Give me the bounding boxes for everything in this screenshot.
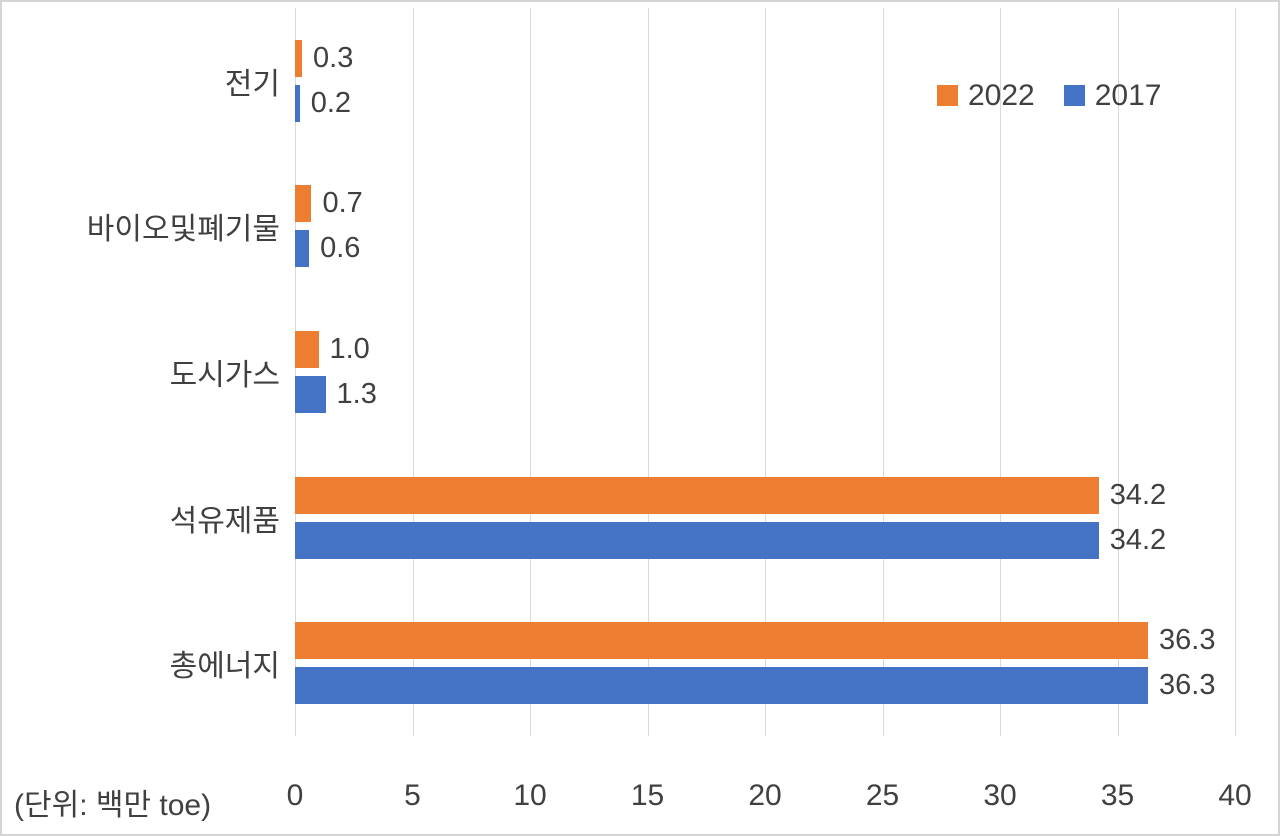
- bar-2022: [295, 185, 312, 223]
- gridline-25: [882, 8, 884, 736]
- category-row-3: 1.0 1.3: [295, 299, 1235, 445]
- gridline-15: [647, 8, 649, 736]
- x-tick-label-15: 15: [630, 779, 665, 812]
- gridlines: [295, 8, 1236, 736]
- category-label-1: 전기: [224, 67, 280, 101]
- bar-2017: [295, 84, 300, 122]
- value-label: 1.3: [336, 377, 377, 410]
- bar-line: 34.2: [295, 521, 1235, 559]
- legend-label-2017: 2017: [1094, 79, 1162, 112]
- bar-line: 34.2: [295, 476, 1235, 514]
- bar-line: 36.3: [295, 622, 1235, 660]
- bar-line: 0.7: [295, 185, 1235, 223]
- value-label: 0.2: [310, 86, 352, 119]
- legend-swatch-2017: [1063, 85, 1085, 106]
- value-label: 34.2: [1109, 478, 1167, 511]
- value-label: 36.3: [1159, 669, 1216, 702]
- bar-2022: [295, 476, 1099, 514]
- bar-2017: [295, 375, 326, 413]
- x-tick-label-5: 5: [404, 779, 421, 812]
- category-label-4: 석유제품: [169, 504, 280, 538]
- bar-2022: [295, 622, 1149, 660]
- legend-swatch-2022: [937, 85, 958, 106]
- value-label: 0.7: [322, 187, 363, 220]
- value-label: 0.3: [313, 41, 354, 74]
- bar-rows: 0.3 0.2 0.7 0.6 1.0 1.3 34.2 34.2 36.3 36.3: [295, 8, 1235, 736]
- x-tick-label-10: 10: [513, 779, 547, 812]
- bar-line: 0.2: [295, 84, 1235, 122]
- category-row-4: 34.2 34.2: [295, 445, 1235, 591]
- unit-label: (단위: 백만 toe): [14, 789, 212, 822]
- legend: 2022 2017: [937, 79, 1162, 112]
- bar-2017: [295, 667, 1149, 705]
- x-tick-label-25: 25: [865, 779, 900, 812]
- bar-line: 0.6: [295, 230, 1235, 268]
- category-label-5: 총에너지: [169, 650, 280, 684]
- category-row-1: 0.3 0.2: [295, 8, 1235, 154]
- gridline-40: [1235, 8, 1236, 736]
- bar-line: 1.0: [295, 330, 1235, 368]
- plot-area: 0.3 0.2 0.7 0.6 1.0 1.3 34.2 34.2 36.3 36.3 2022 2…: [295, 8, 1236, 736]
- bar-line: 36.3: [295, 667, 1235, 705]
- gridline-10: [530, 8, 531, 736]
- category-label-2: 바이오및폐기물: [86, 213, 280, 247]
- bar-2017: [295, 521, 1099, 559]
- value-label: 0.6: [320, 232, 361, 265]
- legend-label-2022: 2022: [968, 79, 1035, 112]
- legend-item-2017: 2017: [1063, 79, 1162, 112]
- x-tick-label-0: 0: [286, 779, 304, 812]
- bar-line: 0.3: [295, 39, 1235, 77]
- category-label-3: 도시가스: [169, 358, 280, 392]
- value-label: 36.3: [1159, 624, 1216, 657]
- x-tick-label-20: 20: [748, 779, 782, 812]
- legend-item-2022: 2022: [937, 79, 1035, 112]
- x-tick-label-35: 35: [1100, 779, 1135, 812]
- category-row-5: 36.3 36.3: [295, 590, 1235, 736]
- x-tick-label-30: 30: [983, 779, 1017, 812]
- gridline-20: [765, 8, 766, 736]
- gridline-0: [295, 8, 296, 736]
- gridline-30: [1000, 8, 1001, 736]
- x-tick-label-40: 40: [1218, 779, 1252, 812]
- value-label: 34.2: [1109, 523, 1167, 556]
- bar-2022: [295, 330, 319, 368]
- category-row-2: 0.7 0.6: [295, 154, 1235, 300]
- bar-2022: [295, 39, 303, 77]
- gridline-35: [1117, 8, 1119, 736]
- bar-line: 1.3: [295, 375, 1235, 413]
- bar-2017: [295, 230, 310, 268]
- x-axis: 0 5 10 15 20 25 30 35 40: [287, 778, 1252, 820]
- gridline-5: [412, 8, 414, 736]
- value-label: 1.0: [329, 332, 370, 365]
